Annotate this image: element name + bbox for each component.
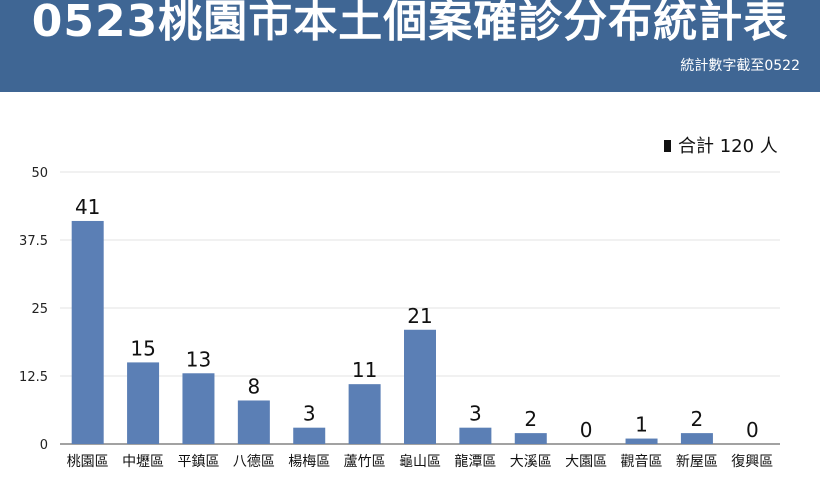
bar-chart: 012.52537.55041桃園區15中壢區13平鎮區8八德區3楊梅區11蘆竹… — [19, 136, 780, 470]
category-label: 龍潭區 — [454, 453, 496, 470]
bar-4 — [237, 400, 270, 444]
category-label: 大園區 — [565, 454, 607, 470]
category-label: 蘆竹區 — [344, 454, 386, 470]
page-subtitle: 統計數字截至0522 — [680, 58, 800, 74]
category-label: 龜山區 — [399, 454, 441, 470]
bar-9 — [514, 433, 547, 444]
y-tick-label: 50 — [31, 166, 48, 181]
category-label: 八德區 — [233, 454, 275, 470]
data-label: 21 — [407, 304, 432, 328]
category-label: 平鎮區 — [177, 454, 219, 470]
bar-11 — [625, 438, 658, 444]
data-label: 41 — [75, 195, 100, 219]
bar-2 — [127, 362, 160, 444]
header-banner: 0523桃園市本土個案確診分布統計表 統計數字截至0522 — [0, 0, 820, 92]
legend-label: 合計 120 人 — [678, 136, 778, 157]
data-label: 2 — [691, 407, 704, 431]
data-label: 0 — [746, 418, 759, 442]
y-tick-label: 37.5 — [19, 234, 48, 249]
category-label: 新屋區 — [676, 454, 718, 470]
bar-8 — [459, 427, 492, 444]
category-label: 觀音區 — [621, 453, 663, 470]
y-tick-label: 12.5 — [19, 370, 48, 385]
page-title: 0523桃園市本土個案確診分布統計表 — [31, 0, 789, 47]
data-label: 1 — [635, 413, 648, 437]
data-label: 2 — [524, 407, 537, 431]
data-label: 0 — [580, 418, 593, 442]
bar-6 — [348, 384, 381, 444]
data-label: 13 — [186, 347, 211, 371]
data-label: 8 — [247, 374, 260, 398]
y-tick-label: 0 — [40, 438, 48, 453]
bar-7 — [404, 329, 436, 444]
data-label: 3 — [469, 402, 482, 426]
data-label: 11 — [352, 358, 377, 382]
category-label: 復興區 — [731, 453, 773, 470]
category-label: 楊梅區 — [288, 453, 330, 470]
chart-area: 0 12.5 25 37.5 50 41 桃園區 15 中壢區 13 平鎮區 8 八德區 3 楊梅區 11 蘆竹… — [0, 92, 820, 490]
bar-3 — [182, 373, 215, 444]
category-label: 中壢區 — [122, 454, 164, 470]
category-label: 桃園區 — [67, 454, 109, 470]
y-tick-label: 25 — [31, 302, 48, 317]
data-label: 3 — [303, 402, 316, 426]
category-label: 大溪區 — [510, 454, 552, 470]
data-label: 15 — [130, 336, 155, 360]
legend-swatch — [664, 140, 671, 152]
bar-12 — [680, 433, 713, 444]
bar-1 — [71, 220, 104, 444]
bar-5 — [293, 427, 326, 444]
